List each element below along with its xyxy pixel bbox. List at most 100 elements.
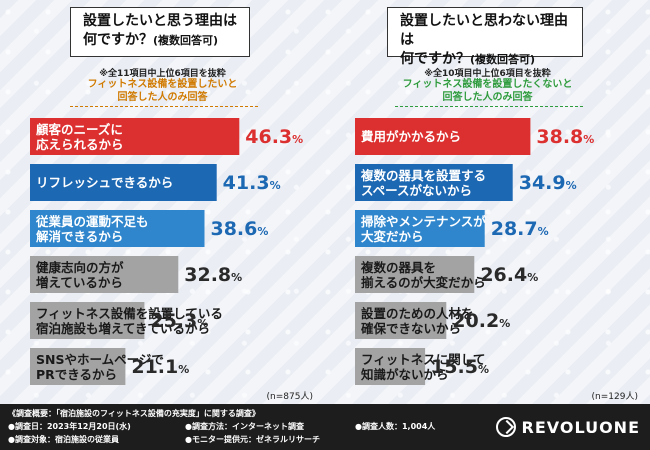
- right-chart-title: 設置したいと思わない理由は 何ですか？(複数回答可): [387, 7, 583, 67]
- footer-date: ●調査日：2023年12月20日(水): [8, 422, 131, 431]
- bar-label-line: フィットネスに関して: [361, 352, 486, 367]
- left-note: ※全11項目中上位6項目を抜粋: [99, 69, 226, 79]
- bar-label-line: 確保できないから: [361, 321, 462, 336]
- bar-value-unit: %: [197, 317, 209, 330]
- bar-value-1: 46.3%: [245, 126, 303, 148]
- bar-5: [355, 302, 447, 339]
- bar-label-line: 複数の器具を設置する: [361, 168, 487, 183]
- right-title-line1: 設置したいと思わない理由は: [400, 13, 568, 48]
- bar-label-line: 揃えるのが大変だから: [361, 275, 486, 290]
- bar-value-number: 46.3: [245, 126, 293, 148]
- bar-label-line: 大変だから: [361, 229, 424, 244]
- bar-value-number: 41.3: [222, 172, 270, 194]
- bar-label-line: 従業員の運動不足も: [36, 214, 149, 229]
- bar-label-line: 複数の器具を: [361, 260, 437, 275]
- right-bars: 費用がかかるから 38.8% 複数の器具を設置する スペースがないから 34.9% 掃除や…: [325, 0, 650, 404]
- left-n-label: (n=875人): [266, 392, 313, 402]
- bar-value-number: 20.2: [452, 310, 500, 332]
- right-subtitle: フィットネス設備を設置したくないと 回答した人のみ回答: [325, 78, 650, 104]
- bar-label-2: リフレッシュできるから: [36, 175, 173, 190]
- bar-label-1: 顧客のニーズに 応えられるから: [36, 122, 124, 152]
- bar-value-4: 26.4%: [480, 264, 538, 286]
- bar-value-unit: %: [565, 179, 577, 192]
- bar-value-number: 26.4: [480, 264, 528, 286]
- bar-label-line: 知識がないから: [361, 367, 449, 382]
- left-title-line1: 設置したいと思う理由は: [83, 13, 237, 29]
- bar-5: [30, 302, 145, 339]
- bar-2: [355, 164, 513, 201]
- bar-label-line: 顧客のニーズに: [36, 122, 123, 137]
- bar-value-5: 20.2%: [452, 310, 510, 332]
- footer: 《調査概要：「宿泊施設のフィットネス設備の充実度」に関する調査》 ●調査日：20…: [0, 404, 650, 450]
- bar-value-6: 15.5%: [431, 356, 489, 378]
- bar-value-5: 25.3%: [150, 310, 208, 332]
- left-subtitle-underline: [70, 106, 258, 107]
- bar-value-6: 21.1%: [131, 356, 189, 378]
- bar-value-number: 38.6: [210, 218, 258, 240]
- bar-label-line: スペースがないから: [361, 183, 473, 198]
- bar-1: [30, 118, 240, 155]
- bar-value-unit: %: [583, 133, 595, 146]
- bar-label-line: PRできるから: [36, 367, 118, 382]
- bar-label-line: 費用がかかるから: [361, 129, 462, 144]
- bar-label-line: 掃除やメンテナンスが: [361, 214, 486, 229]
- bar-4: [30, 256, 179, 293]
- bar-label-line: フィットネス設備を設置している: [36, 306, 223, 321]
- brand-logo-icon: [495, 417, 516, 437]
- left-subtitle-line2: 回答した人のみ回答: [117, 92, 208, 103]
- bar-4: [355, 256, 475, 293]
- bar-value-1: 38.8%: [536, 126, 594, 148]
- bar-label-5: フィットネス設備を設置している 宿泊施設も増えてきているから: [36, 306, 223, 336]
- bar-label-line: 設置のための人材を: [361, 306, 474, 321]
- bar-label-line: 宿泊施設も増えてきているから: [36, 321, 211, 336]
- bar-value-unit: %: [231, 271, 243, 284]
- right-chart-panel: 設置したいと思わない理由は 何ですか？(複数回答可) ※全10項目中上位6項目を…: [325, 0, 650, 404]
- bar-1: [355, 118, 531, 155]
- footer-provider: ●モニター提供元：ゼネラルリサーチ: [185, 435, 320, 444]
- bar-3: [355, 210, 485, 247]
- bar-2: [30, 164, 217, 201]
- bar-label-4: 健康志向の方が 増えているから: [36, 260, 124, 290]
- left-title-suffix: (複数回答可): [153, 34, 219, 47]
- bar-label-6: フィットネスに関して 知識がないから: [361, 352, 485, 382]
- bar-label-line: SNSやホームページで: [36, 352, 164, 367]
- left-chart-title: 設置したいと思う理由は 何ですか？(複数回答可): [70, 7, 250, 57]
- bar-value-2: 41.3%: [223, 172, 281, 194]
- left-title-line2: 何ですか？: [83, 32, 153, 48]
- bar-chart-svg: [355, 118, 531, 385]
- right-note: ※全10項目中上位6項目を抜粋: [424, 69, 551, 79]
- bar-value-number: 32.8: [184, 264, 232, 286]
- bar-value-unit: %: [178, 363, 190, 376]
- right-subtitle-line1: フィットネス設備を設置したくないと: [402, 79, 573, 90]
- bar-label-5: 設置のための人材を 確保できないから: [361, 306, 474, 336]
- bar-value-3: 38.6%: [210, 218, 268, 240]
- left-bars: 顧客のニーズに 応えられるから 46.3% リフレッシュできるから 41.3% 従業員の運…: [0, 0, 325, 404]
- bar-label-line: 応えられるから: [36, 137, 124, 152]
- bar-3: [30, 210, 205, 247]
- bar-value-number: 28.7: [490, 218, 538, 240]
- bar-value-4: 32.8%: [184, 264, 242, 286]
- bar-value-3: 28.7%: [491, 218, 549, 240]
- left-subtitle-line1: フィットネス設備を設置したいと: [87, 79, 238, 90]
- footer-target: ●調査対象：宿泊施設の従業員: [8, 435, 119, 444]
- footer-method: ●調査方法：インターネット調査: [185, 422, 304, 431]
- bar-value-unit: %: [257, 225, 269, 238]
- bar-value-unit: %: [477, 363, 489, 376]
- bar-value-number: 15.5: [431, 356, 478, 378]
- bar-6: [355, 348, 426, 385]
- bar-6: [30, 348, 126, 385]
- bar-value-unit: %: [269, 179, 281, 192]
- left-subtitle: フィットネス設備を設置したいと 回答した人のみ回答: [0, 78, 325, 104]
- bar-value-number: 34.9: [518, 172, 566, 194]
- bar-value-unit: %: [499, 317, 511, 330]
- bar-label-6: SNSやホームページで PRできるから: [36, 352, 164, 382]
- footer-survey: 《調査概要：「宿泊施設のフィットネス設備の充実度」に関する調査》: [8, 409, 260, 418]
- bar-label-3: 従業員の運動不足も 解消できるから: [36, 214, 149, 244]
- right-n-label: (n=129人): [591, 392, 638, 402]
- bar-value-number: 38.8: [536, 126, 584, 148]
- bar-label-1: 費用がかかるから: [361, 129, 461, 144]
- bar-label-4: 複数の器具を 揃えるのが大変だから: [361, 260, 486, 290]
- brand-logo: REVOLUONE: [495, 417, 641, 437]
- right-subtitle-underline: [395, 106, 583, 107]
- bar-label-2: 複数の器具を設置する スペースがないから: [361, 168, 486, 198]
